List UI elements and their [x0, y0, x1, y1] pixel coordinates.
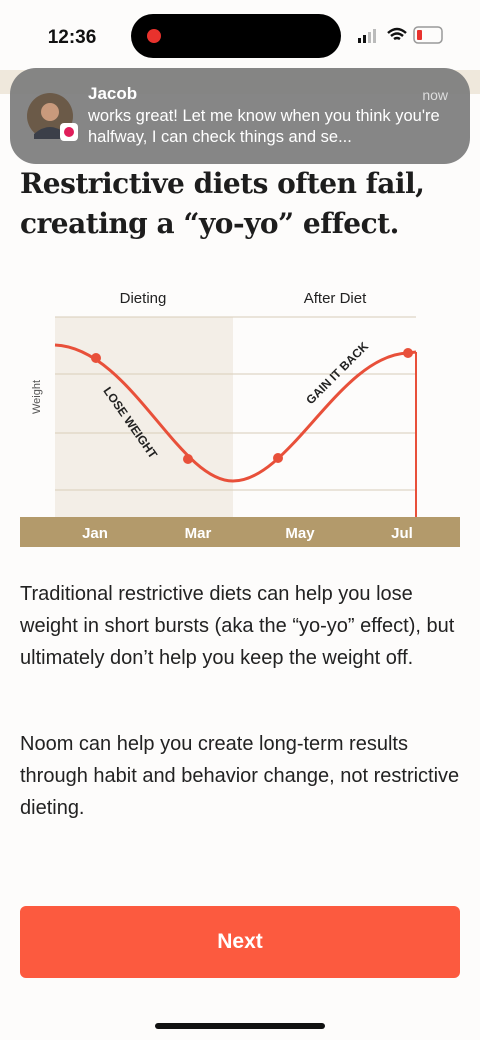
month-label: May [285, 525, 315, 542]
next-button[interactable]: Next [20, 906, 460, 978]
curve-points [91, 348, 413, 464]
weight-curve [54, 343, 417, 483]
month-label: Jan [82, 525, 108, 542]
month-band [20, 517, 460, 547]
month-label: Mar [185, 525, 212, 542]
signal-icon [358, 29, 376, 43]
wifi-icon [387, 27, 407, 41]
dieting-shade [55, 317, 233, 517]
paragraph: Noom can help you create long-term resul… [20, 733, 460, 819]
notification[interactable]: Jacob now works great! Let me know when … [10, 68, 470, 164]
status-bar: 12:36 [48, 14, 443, 58]
diagram: Dieting After Diet Weight LOSE WEIGHT GA… [20, 290, 460, 547]
paragraph: Traditional restrictive diets can help y… [20, 583, 455, 669]
battery-icon [413, 26, 443, 44]
status-time: 12:36 [48, 27, 97, 48]
heading: Restrictive diets often fail, creating a… [20, 167, 425, 240]
battery-level [417, 30, 422, 40]
notification-message: works great! Let me know when you think … [88, 107, 440, 146]
notification-sender: Jacob [88, 84, 138, 103]
home-indicator [155, 1023, 325, 1029]
dynamic-island [131, 14, 341, 58]
phase-label: Dieting [120, 290, 167, 307]
record-dot [147, 29, 161, 43]
avatar [27, 93, 78, 141]
notification-time: now [422, 87, 448, 103]
y-label: Weight [31, 380, 43, 414]
month-label: Jul [391, 525, 413, 542]
phase-label: After Diet [304, 290, 367, 307]
